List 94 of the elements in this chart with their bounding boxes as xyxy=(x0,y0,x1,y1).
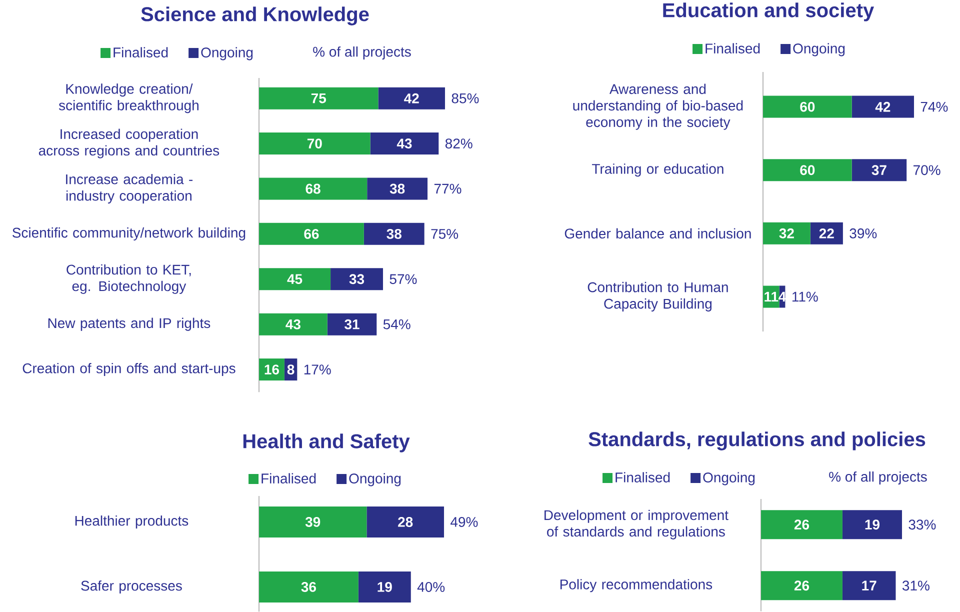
bar xyxy=(259,178,368,200)
chart-title: Science and Knowledge xyxy=(141,6,369,26)
data-label: 60 xyxy=(800,165,815,176)
bar xyxy=(259,222,364,245)
annotation: 77% xyxy=(434,184,462,194)
bar xyxy=(259,87,378,110)
y-tick-label: Development or improvement of standards and regulations xyxy=(544,510,728,540)
chart-title: Health and Safety xyxy=(243,434,410,452)
data-label: 66 xyxy=(304,228,319,239)
bar xyxy=(852,159,907,182)
bar xyxy=(852,96,914,118)
data-label: 33 xyxy=(349,274,364,284)
annotation: 33% xyxy=(908,520,936,530)
data-label: 38 xyxy=(390,184,405,194)
bar xyxy=(259,132,370,155)
data-label: 32 xyxy=(779,228,794,238)
bar xyxy=(259,313,328,336)
data-label: 37 xyxy=(872,165,886,176)
y-tick-label: Training or education xyxy=(592,164,724,177)
annotation: 54% xyxy=(383,319,410,330)
data-label: 42 xyxy=(875,102,890,112)
legend-label: Ongoing xyxy=(703,472,755,486)
y-tick-label: Contribution to KET, eg. Biotechnology xyxy=(66,264,191,294)
data-label: 38 xyxy=(386,228,402,239)
annotation: 49% xyxy=(450,517,478,527)
data-label: 11 xyxy=(764,292,778,302)
data-label: 8 xyxy=(287,364,294,374)
bar xyxy=(763,222,810,244)
bar xyxy=(259,571,358,602)
data-label: 26 xyxy=(794,520,810,530)
legend-label: Finalised xyxy=(616,472,670,482)
data-label: 70 xyxy=(307,138,322,148)
bar xyxy=(378,87,446,110)
bar xyxy=(370,132,439,155)
bar xyxy=(327,313,377,336)
chart-title: Education and society xyxy=(663,2,874,22)
y-tick-label: New patents and IP rights xyxy=(48,318,210,331)
legend-label: Finalised xyxy=(706,43,760,54)
y-tick-label: Safer processes xyxy=(81,580,182,594)
annotation: 39% xyxy=(850,228,877,238)
legend-label: Ongoing xyxy=(793,43,845,56)
bar xyxy=(364,222,424,245)
bar xyxy=(763,159,852,182)
y-tick-label: Policy recommendations xyxy=(560,579,712,592)
data-label: 16 xyxy=(264,364,279,374)
annotation: 75% xyxy=(431,229,458,239)
bar xyxy=(358,571,411,602)
data-label: 60 xyxy=(800,102,815,112)
bar xyxy=(259,268,331,290)
bar xyxy=(763,96,852,118)
data-label: 45 xyxy=(287,274,302,284)
data-label: 42 xyxy=(404,93,419,104)
y-tick-label: Scientific community/network building xyxy=(12,227,246,240)
data-label: 22 xyxy=(819,228,834,238)
y-tick-label: Awareness and understanding of bio-based economy in the society xyxy=(573,84,743,130)
chart-title: Standards, regulations and policies xyxy=(588,432,926,450)
bar xyxy=(366,506,444,538)
bar xyxy=(367,178,428,200)
annotation: 11% xyxy=(792,292,818,302)
data-label: 68 xyxy=(306,184,320,194)
data-label: 75 xyxy=(311,93,326,104)
text: % of all projects xyxy=(313,46,411,60)
y-tick-label: Increase academia - industry cooperation xyxy=(66,174,193,204)
data-label: 17 xyxy=(862,580,876,590)
bar xyxy=(330,268,384,290)
data-label: 43 xyxy=(286,319,300,330)
data-label: 28 xyxy=(398,517,413,527)
legend-label: Ongoing xyxy=(349,473,401,486)
data-label: 43 xyxy=(396,138,412,148)
annotation: 31% xyxy=(902,580,930,591)
annotation: 57% xyxy=(390,274,417,284)
annotation: 82% xyxy=(445,138,472,148)
data-label: 19 xyxy=(865,520,880,530)
legend-label: Finalised xyxy=(262,473,316,484)
text: % of all projects xyxy=(829,471,927,485)
bar xyxy=(259,506,367,538)
data-label: 36 xyxy=(301,582,316,592)
y-tick-label: Healthier products xyxy=(75,515,188,529)
data-label: 19 xyxy=(378,582,392,592)
data-label: 26 xyxy=(794,580,810,591)
annotation: 40% xyxy=(417,582,445,592)
y-tick-label: Increased cooperation across regions and countries xyxy=(38,128,220,158)
y-tick-label: Creation of spin offs and start-ups xyxy=(22,363,236,376)
legend-label: Finalised xyxy=(114,47,168,58)
annotation: 17% xyxy=(304,364,331,374)
legend-label: Ongoing xyxy=(201,47,253,60)
data-label: 39 xyxy=(305,517,320,527)
y-tick-label: Gender balance and inclusion xyxy=(564,228,751,239)
data-label: 31 xyxy=(344,319,360,330)
annotation: 85% xyxy=(452,93,479,104)
annotation: 70% xyxy=(914,165,940,176)
annotation: 74% xyxy=(920,102,948,112)
y-tick-label: Knowledge creation/ scientific breakthrough xyxy=(58,84,198,114)
y-tick-label: Contribution to Human Capacity Building xyxy=(588,282,728,312)
